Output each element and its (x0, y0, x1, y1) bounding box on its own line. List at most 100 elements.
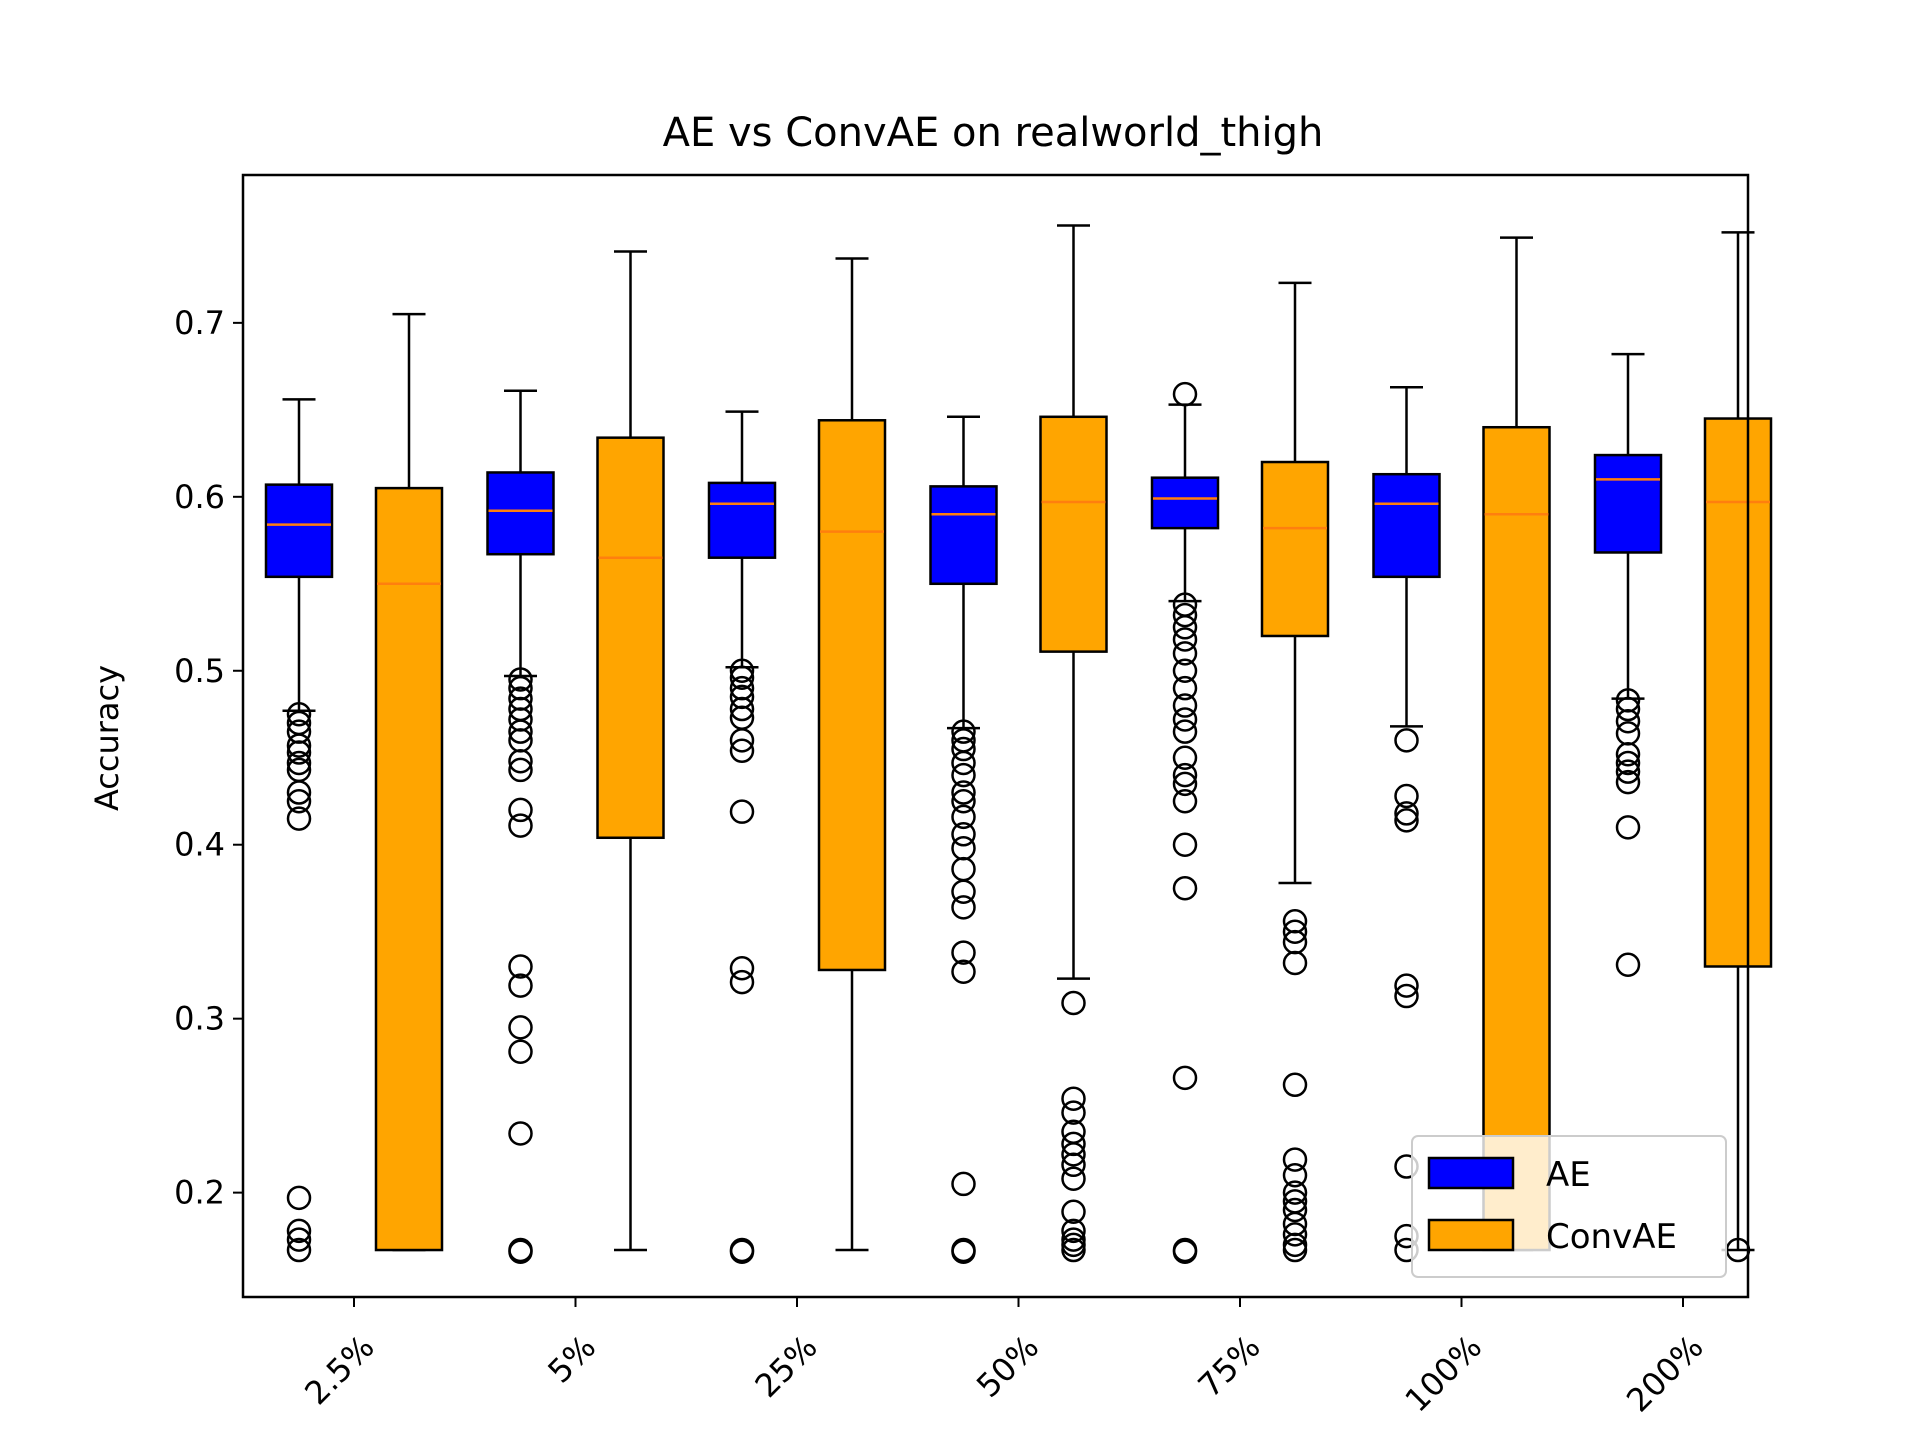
y-axis-label: Accuracy (88, 665, 126, 811)
outlier-point (1172, 745, 1198, 770)
legend-label-ae: AE (1546, 1155, 1591, 1195)
outlier-point (508, 813, 533, 838)
outlier-point (508, 797, 533, 823)
box-iqr (264, 483, 334, 579)
outlier-point (1061, 1218, 1086, 1244)
y-tick-label: 0.6 (174, 478, 225, 516)
outlier-point (951, 940, 976, 965)
ae-box (264, 398, 334, 1263)
outlier-point (1615, 769, 1641, 795)
box-iqr (1703, 417, 1773, 968)
outlier-point (1394, 801, 1419, 826)
box-iqr (596, 436, 665, 840)
y-tick-label: 0.4 (174, 826, 225, 864)
outlier-point (286, 806, 312, 831)
outlier-point (286, 740, 312, 765)
plot-frame (241, 173, 1750, 1299)
outlier-point (1172, 693, 1198, 718)
outlier-point (286, 1227, 312, 1252)
convae-box (817, 257, 887, 1252)
outlier-point (951, 895, 976, 920)
outlier-point (729, 665, 755, 690)
outlier-point (951, 856, 976, 882)
outlier-point (951, 879, 976, 904)
outlier-point (951, 762, 976, 788)
outlier-point (286, 1237, 312, 1263)
plot-area: 0.2 0.3 0.4 0.5 0.6 0.7 2.5% 5% 25% 50% 75% 100% 200… (174, 173, 1773, 1420)
outlier-point (1394, 728, 1419, 753)
outlier-point (286, 733, 312, 758)
outlier-point (508, 748, 533, 774)
outlier-point (1061, 1237, 1086, 1263)
outlier-point (1394, 973, 1419, 998)
x-tick-label: 75% (1190, 1328, 1267, 1405)
outlier-point (1615, 759, 1641, 784)
outlier-point (508, 1015, 533, 1040)
ae-box (929, 415, 998, 1265)
outlier-point (1282, 1162, 1308, 1188)
y-tick-label: 0.7 (174, 304, 225, 342)
x-tick-label: 25% (747, 1328, 824, 1405)
outlier-point (1172, 719, 1198, 744)
convae-box (1703, 231, 1773, 1263)
outlier-point (951, 788, 976, 814)
x-tick-label: 5% (540, 1328, 603, 1391)
outlier-point (1282, 1147, 1308, 1172)
box-iqr (486, 471, 555, 556)
outlier-point (508, 1121, 533, 1146)
legend-swatch-ae (1427, 1156, 1515, 1190)
outlier-point (1615, 742, 1641, 767)
outlier-point (951, 719, 976, 744)
outlier-point (1172, 1239, 1198, 1265)
outlier-point (286, 1218, 312, 1244)
outlier-point (1061, 1100, 1086, 1125)
outlier-point (729, 738, 755, 764)
outlier-point (951, 1239, 976, 1265)
outlier-point (1061, 1142, 1086, 1167)
outlier-point (1282, 919, 1308, 944)
outlier-point (1282, 1072, 1308, 1098)
x-tick-label: 50% (969, 1328, 1046, 1405)
outlier-point (1615, 708, 1641, 734)
outlier-point (729, 955, 755, 981)
outlier-point (1394, 783, 1419, 809)
outlier-point (951, 750, 976, 776)
outlier-point (951, 736, 976, 762)
outlier-point (951, 780, 976, 805)
outlier-point (1172, 875, 1198, 901)
outlier-point (729, 658, 755, 684)
outlier-point (1172, 707, 1198, 732)
outlier-point (1282, 1237, 1308, 1263)
chart-title: AE vs ConvAE on realworld_thigh (663, 110, 1324, 156)
outlier-point (286, 780, 312, 805)
ae-box (486, 389, 555, 1265)
y-tick-label: 0.3 (174, 1000, 225, 1038)
outlier-point (508, 757, 533, 783)
outlier-point (729, 696, 755, 722)
outlier-point (1172, 1065, 1198, 1091)
outlier-point (1061, 1232, 1086, 1258)
outlier-point (508, 954, 533, 979)
box-iqr (929, 485, 998, 586)
outlier-point (1615, 815, 1641, 840)
outlier-point (1172, 641, 1198, 666)
x-tick-label: 2.5% (297, 1328, 381, 1412)
box-iqr (1593, 453, 1663, 554)
outlier-point (1394, 808, 1419, 833)
box-iqr (1039, 415, 1108, 653)
outlier-point (286, 788, 312, 814)
outlier-point (1282, 1222, 1308, 1247)
box-iqr (374, 486, 444, 1252)
outlier-point (1061, 1166, 1086, 1191)
x-tick-label: 100% (1398, 1328, 1490, 1420)
convae-box (1482, 236, 1551, 1252)
legend-label-convae: ConvAE (1546, 1217, 1677, 1257)
outlier-point (1172, 788, 1198, 814)
ae-box (1593, 352, 1663, 977)
outlier-point (951, 959, 976, 984)
outlier-point (286, 702, 312, 727)
outlier-point (286, 1185, 312, 1211)
x-tick-label: 200% (1619, 1328, 1711, 1420)
convae-box (1260, 281, 1330, 1263)
